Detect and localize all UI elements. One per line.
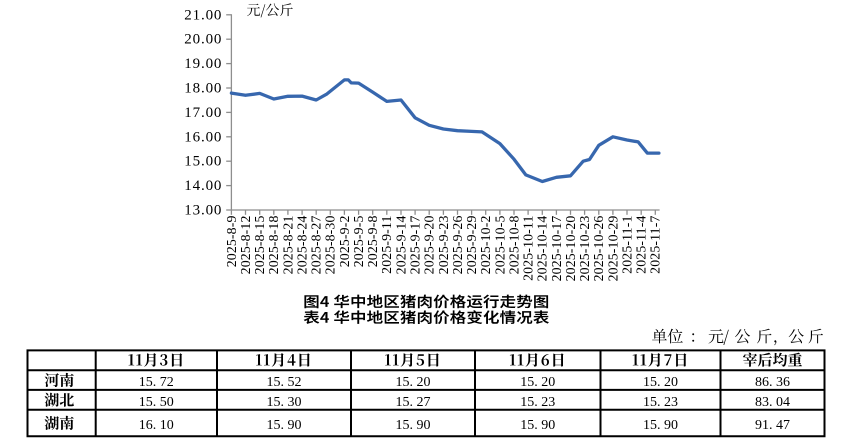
- svg-text:18.00: 18.00: [184, 81, 222, 97]
- svg-text:15. 52: 15. 52: [267, 375, 302, 390]
- svg-text:2025-9-26: 2025-9-26: [450, 216, 465, 275]
- svg-text:2025-10-29: 2025-10-29: [605, 216, 620, 282]
- svg-text:15. 20: 15. 20: [520, 375, 555, 390]
- svg-text:2025-8-27: 2025-8-27: [309, 216, 324, 275]
- svg-text:2025-10-5: 2025-10-5: [492, 216, 507, 275]
- svg-text:2025-10-14: 2025-10-14: [535, 216, 550, 282]
- svg-text:2025-8-30: 2025-8-30: [323, 216, 338, 275]
- svg-text:20.00: 20.00: [184, 32, 222, 48]
- svg-text:15.00: 15.00: [184, 154, 222, 170]
- svg-text:15. 23: 15. 23: [520, 395, 555, 410]
- svg-text:91. 47: 91. 47: [755, 418, 790, 433]
- svg-text:15. 50: 15. 50: [139, 395, 174, 410]
- svg-text:15. 30: 15. 30: [267, 395, 302, 410]
- svg-text:15. 90: 15. 90: [520, 418, 555, 433]
- svg-text:2025-10-8: 2025-10-8: [506, 216, 521, 275]
- svg-text:15. 90: 15. 90: [396, 418, 431, 433]
- svg-text:2025-11-1: 2025-11-1: [619, 216, 634, 274]
- svg-text:15. 20: 15. 20: [643, 375, 678, 390]
- svg-text:2025-9-23: 2025-9-23: [436, 216, 451, 275]
- svg-text:15. 72: 15. 72: [139, 375, 174, 390]
- svg-text:2025-10-17: 2025-10-17: [549, 216, 564, 282]
- svg-text:83. 04: 83. 04: [755, 395, 790, 410]
- svg-text:2025-11-7: 2025-11-7: [648, 216, 663, 274]
- svg-text:15. 90: 15. 90: [267, 418, 302, 433]
- svg-text:2025-9-11: 2025-9-11: [379, 216, 394, 274]
- svg-text:2025-10-23: 2025-10-23: [577, 216, 592, 282]
- svg-text:2025-9-5: 2025-9-5: [351, 216, 366, 268]
- svg-text:13.00: 13.00: [184, 203, 222, 219]
- svg-text:2025-9-8: 2025-9-8: [365, 216, 380, 268]
- svg-text:15. 23: 15. 23: [643, 395, 678, 410]
- svg-text:2025-8-12: 2025-8-12: [238, 216, 253, 275]
- svg-text:86. 36: 86. 36: [755, 375, 790, 390]
- svg-text:2025-10-26: 2025-10-26: [591, 216, 606, 282]
- svg-text:2025-10-2: 2025-10-2: [478, 216, 493, 275]
- svg-text:2025-8-18: 2025-8-18: [266, 216, 281, 275]
- svg-text:2025-11-4: 2025-11-4: [634, 216, 649, 274]
- svg-text:2025-9-17: 2025-9-17: [407, 216, 422, 275]
- svg-text:15. 90: 15. 90: [643, 418, 678, 433]
- svg-text:2025-8-21: 2025-8-21: [280, 216, 295, 275]
- svg-text:2025-9-14: 2025-9-14: [393, 216, 408, 275]
- svg-text:15. 27: 15. 27: [396, 395, 431, 410]
- svg-text:2025-9-2: 2025-9-2: [337, 216, 352, 268]
- svg-text:19.00: 19.00: [184, 56, 222, 72]
- svg-text:2025-8-9: 2025-8-9: [224, 216, 239, 268]
- svg-text:16. 10: 16. 10: [139, 418, 174, 433]
- svg-text:2025-10-11: 2025-10-11: [521, 216, 536, 281]
- svg-text:15. 20: 15. 20: [396, 375, 431, 390]
- svg-text:2025-10-20: 2025-10-20: [563, 216, 578, 282]
- svg-text:21.00: 21.00: [184, 7, 222, 23]
- svg-text:16.00: 16.00: [184, 129, 222, 145]
- svg-text:2025-9-29: 2025-9-29: [464, 216, 479, 275]
- svg-text:17.00: 17.00: [184, 105, 222, 121]
- svg-text:14.00: 14.00: [184, 178, 222, 194]
- svg-text:2025-8-24: 2025-8-24: [294, 216, 309, 275]
- svg-text:2025-9-20: 2025-9-20: [422, 216, 437, 275]
- svg-text:2025-8-15: 2025-8-15: [252, 216, 267, 275]
